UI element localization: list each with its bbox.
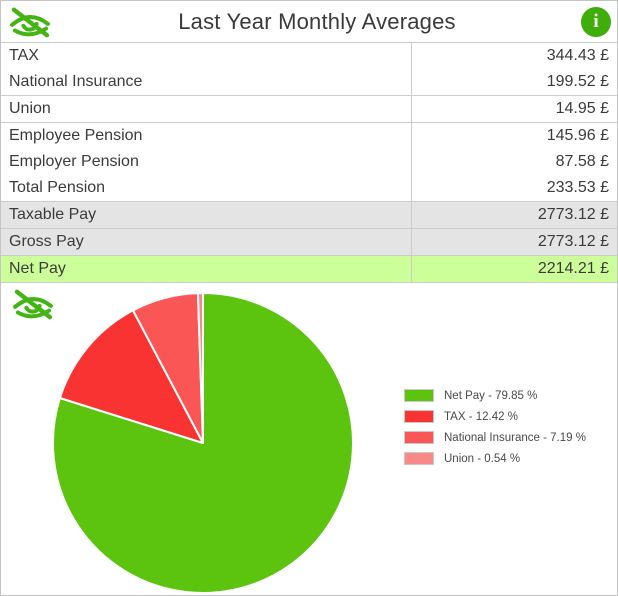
chart-area: Net Pay - 79.85 % TAX - 12.42 % National I… (1, 283, 617, 595)
table-row-taxable-pay: Taxable Pay 2773.12 £ (1, 202, 617, 229)
legend-swatch (404, 410, 434, 423)
hide-chart-button[interactable] (9, 287, 57, 321)
table-row-employee-pension: Employee Pension 145.96 £ (1, 123, 617, 149)
legend-item-tax[interactable]: TAX - 12.42 % (404, 406, 586, 427)
table-row-national-insurance: National Insurance 199.52 £ (1, 69, 617, 96)
row-value: 2773.12 £ (411, 202, 617, 228)
info-icon: i (593, 10, 599, 32)
legend-label: TAX - 12.42 % (444, 410, 518, 423)
row-value: 2214.21 £ (411, 256, 617, 282)
legend-swatch (404, 431, 434, 444)
row-label: TAX (9, 47, 39, 64)
legend-swatch (404, 452, 434, 465)
info-button[interactable]: i (581, 6, 611, 37)
eye-off-icon (10, 7, 50, 37)
row-value: 344.43 £ (411, 43, 617, 69)
legend-label: National Insurance - 7.19 % (444, 431, 586, 444)
eye-off-icon (13, 289, 53, 320)
pie-legend: Net Pay - 79.85 % TAX - 12.42 % National I… (404, 385, 586, 469)
widget-header: Last Year Monthly Averages i (1, 1, 617, 43)
row-value: 14.95 £ (411, 96, 617, 122)
legend-item-national-insurance[interactable]: National Insurance - 7.19 % (404, 427, 586, 448)
row-value: 87.58 £ (411, 149, 617, 175)
row-label: Union (9, 100, 51, 117)
table-row-employer-pension: Employer Pension 87.58 £ (1, 149, 617, 175)
row-value: 233.53 £ (411, 175, 617, 201)
legend-item-net-pay[interactable]: Net Pay - 79.85 % (404, 385, 586, 406)
legend-label: Union - 0.54 % (444, 452, 521, 465)
page-title: Last Year Monthly Averages (178, 8, 456, 34)
table-row-tax: TAX 344.43 £ (1, 43, 617, 69)
legend-swatch (404, 389, 434, 402)
legend-item-union[interactable]: Union - 0.54 % (404, 448, 586, 469)
row-label: Total Pension (9, 179, 106, 196)
pie-chart (52, 292, 354, 594)
pie-slice-union[interactable] (196, 292, 204, 444)
table-row-gross-pay: Gross Pay 2773.12 £ (1, 229, 617, 256)
row-value: 199.52 £ (411, 69, 617, 95)
row-label: Employer Pension (9, 153, 139, 170)
legend-label: Net Pay - 79.85 % (444, 389, 538, 402)
row-label: Gross Pay (9, 233, 84, 250)
row-label: National Insurance (9, 73, 143, 90)
averages-table: TAX 344.43 £ National Insurance 199.52 £ Uni… (1, 43, 617, 283)
hide-table-button[interactable] (7, 5, 53, 39)
row-value: 145.96 £ (411, 123, 617, 149)
row-label: Net Pay (9, 260, 66, 277)
pie-slice-tax[interactable] (58, 309, 204, 444)
table-row-union: Union 14.95 £ (1, 96, 617, 123)
table-row-net-pay: Net Pay 2214.21 £ (1, 256, 617, 283)
table-row-total-pension: Total Pension 233.53 £ (1, 175, 617, 202)
row-label: Employee Pension (9, 127, 143, 144)
row-label: Taxable Pay (9, 206, 97, 223)
row-value: 2773.12 £ (411, 229, 617, 255)
